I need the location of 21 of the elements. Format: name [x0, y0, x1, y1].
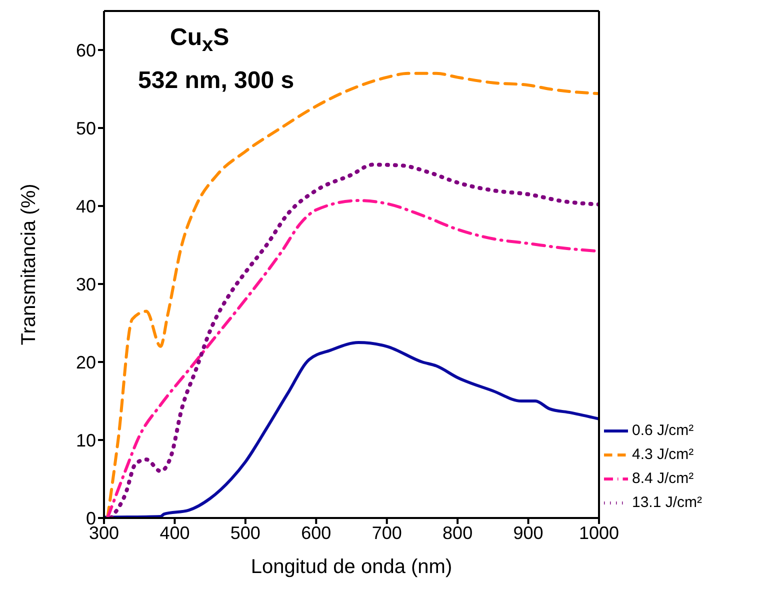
- y-tick-label: 30: [76, 274, 96, 294]
- y-tick-label: 60: [76, 40, 96, 60]
- text: Cu$_{x}$S: [169, 23, 230, 58]
- y-axis-title: Transmitancia (%): [18, 184, 40, 346]
- legend-label: 8.4 J/cm²: [632, 470, 694, 488]
- legend-label: 13.1 J/cm²: [632, 494, 702, 512]
- x-tick-label: 400: [160, 522, 190, 543]
- y-tick-label: 50: [76, 118, 96, 138]
- x-tick-label: 800: [442, 522, 473, 543]
- y-tick-label: 40: [76, 196, 96, 216]
- x-tick-label: 500: [230, 522, 260, 543]
- x-axis-title: Longitud de onda (nm): [250, 556, 452, 578]
- legend-label: 0.6 J/cm²: [632, 422, 694, 440]
- legend-label: 4.3 J/cm²: [632, 446, 694, 464]
- y-tick-label: 10: [76, 430, 96, 450]
- x-tick-label: 600: [301, 522, 332, 543]
- y-tick-label: 20: [76, 352, 96, 372]
- text: 532 nm, 300 s: [138, 66, 294, 96]
- x-tick-label: 1000: [578, 522, 620, 543]
- x-tick-label: 700: [372, 522, 402, 543]
- x-tick-label: 900: [513, 522, 544, 543]
